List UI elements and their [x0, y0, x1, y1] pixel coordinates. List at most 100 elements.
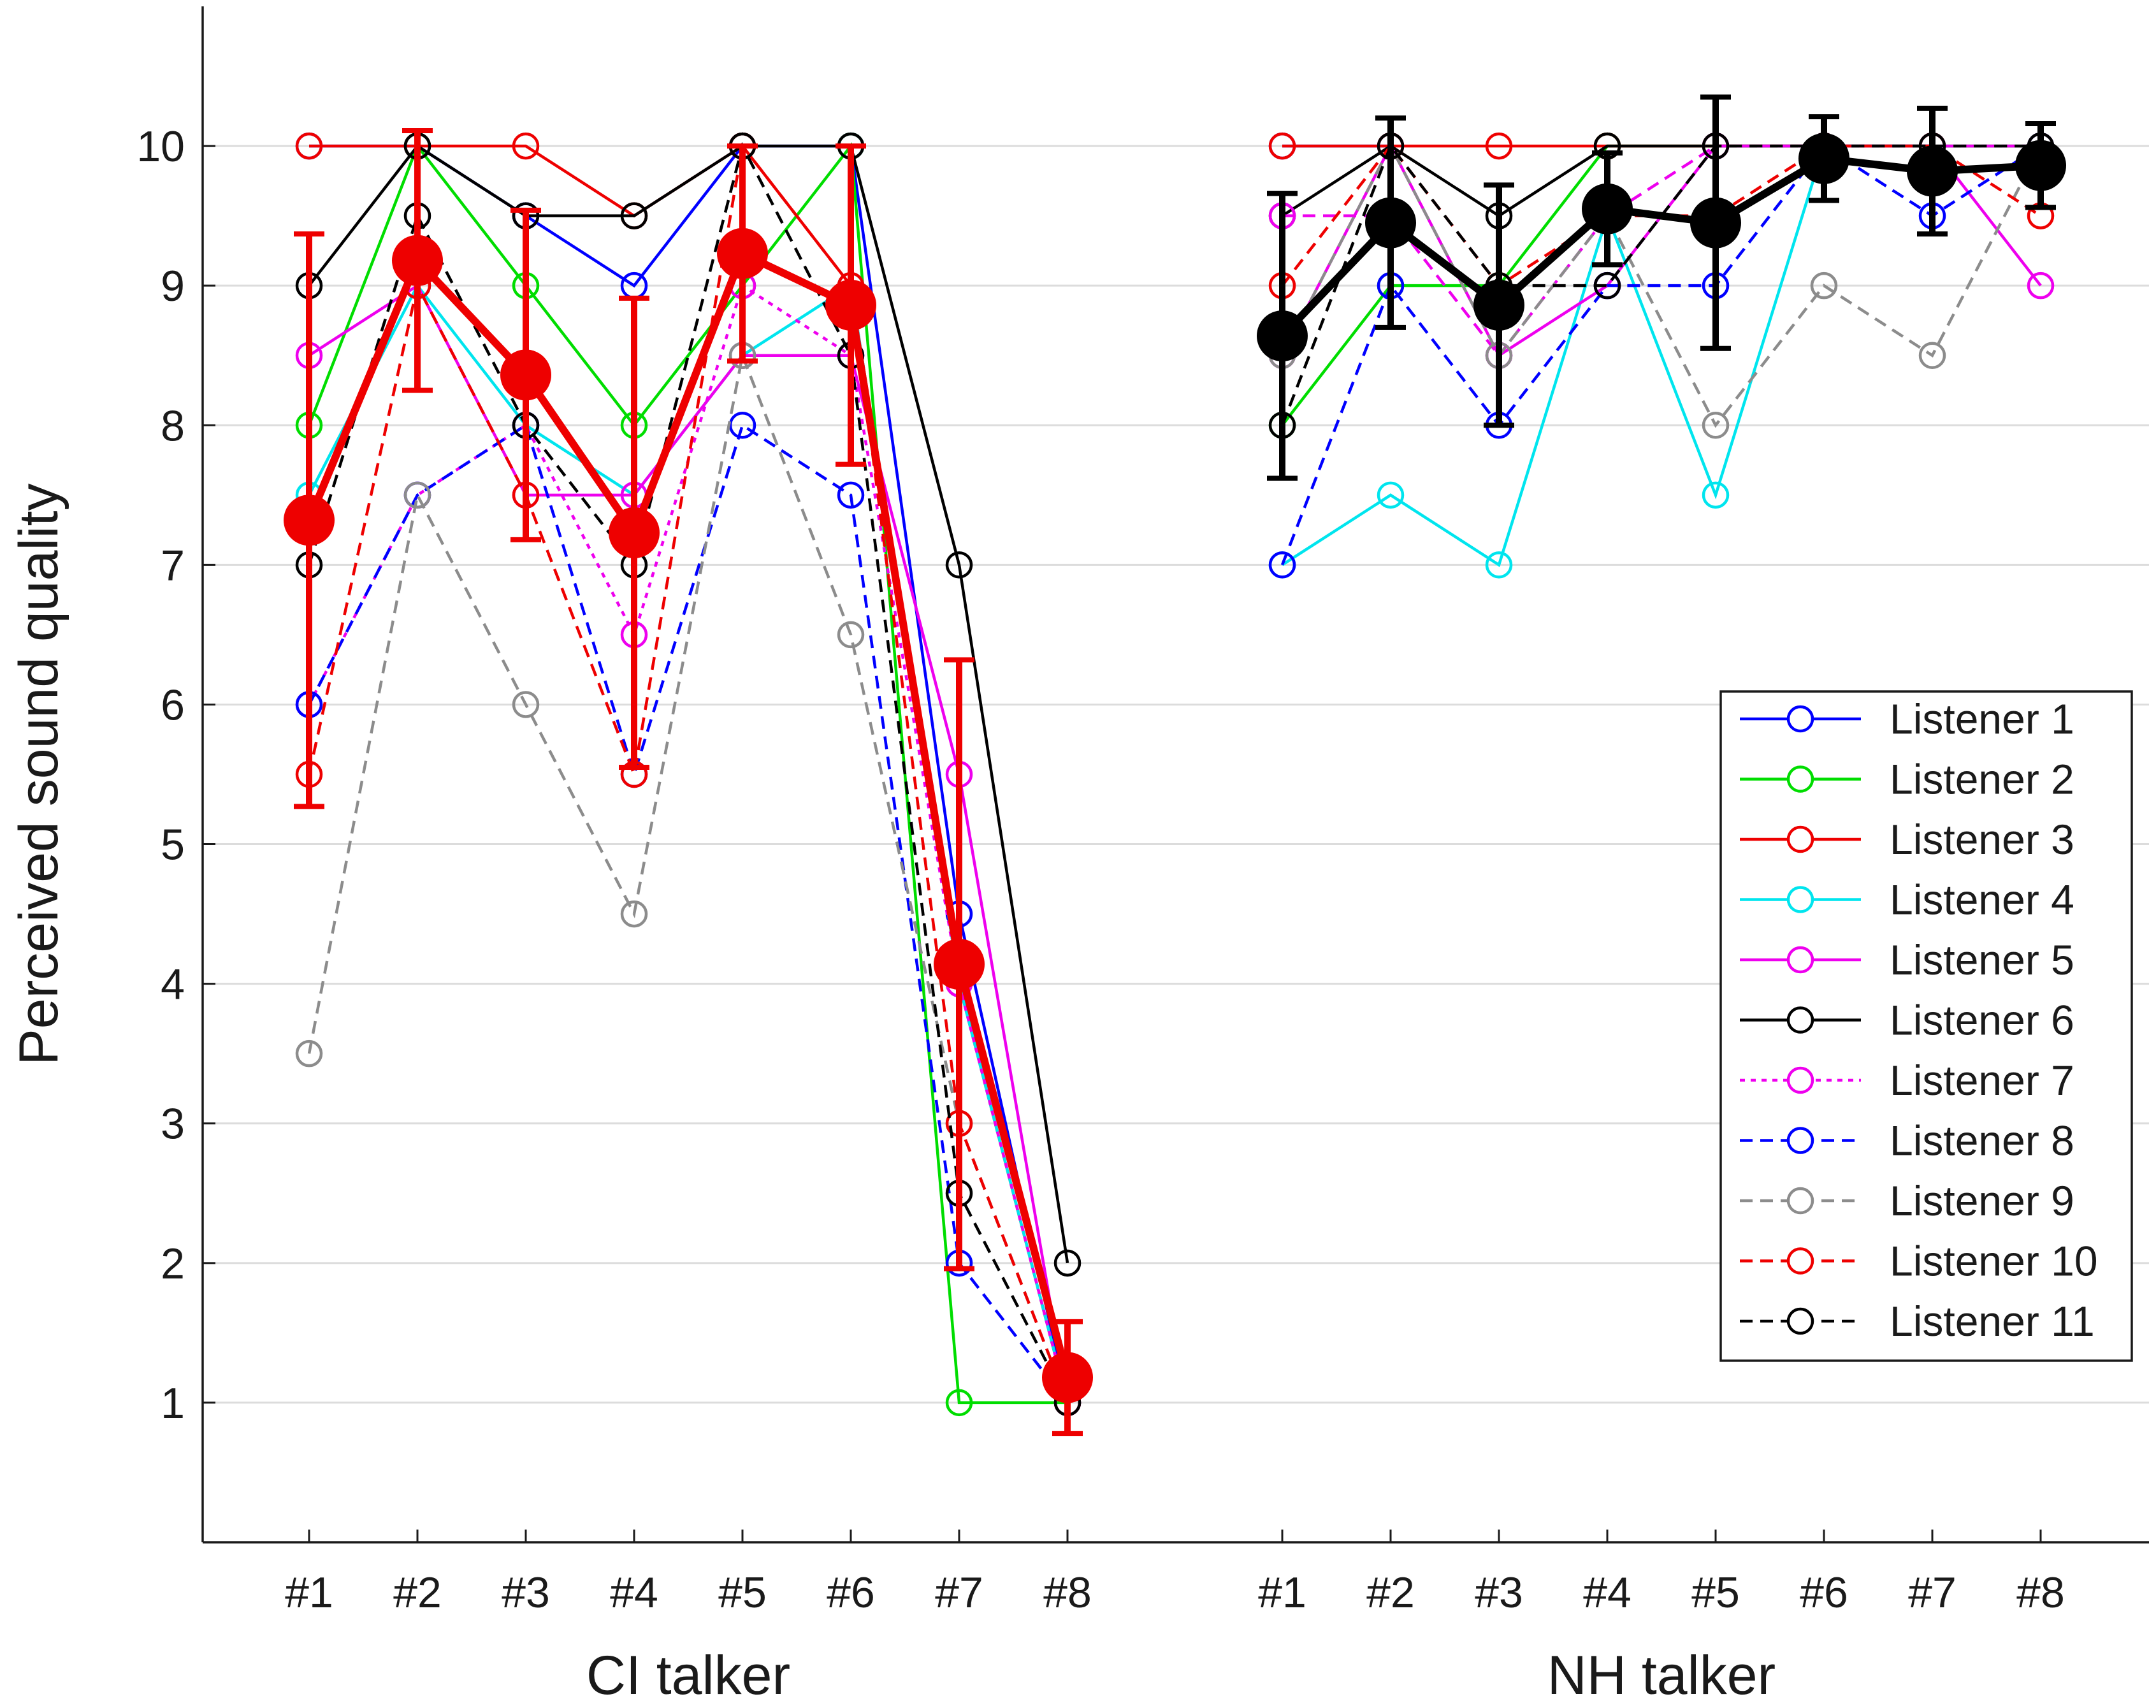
mean-point	[717, 228, 768, 279]
x-axis-title: CI talker	[586, 1645, 790, 1706]
y-tick-label: 3	[161, 1100, 185, 1148]
x-tick-label: #8	[1043, 1568, 1092, 1617]
y-tick-label: 4	[161, 960, 185, 1009]
y-tick-label: 5	[161, 821, 185, 869]
legend-marker	[1786, 1066, 1814, 1094]
series-line	[308, 423, 1069, 1404]
series-line	[1280, 144, 2042, 566]
data-point	[620, 202, 648, 229]
panel-2: #1 #2 #3 #4 #5 #6 #7 #8 NH talker	[1257, 94, 2066, 1706]
data-point	[945, 1389, 973, 1417]
data-point	[1593, 271, 1621, 300]
legend-label: Listener 7	[1890, 1057, 2074, 1104]
data-point	[403, 481, 431, 509]
mean-point	[1473, 279, 1524, 331]
y-tick-label: 7	[161, 541, 185, 590]
x-tick-label: #6	[1800, 1568, 1848, 1617]
data-point	[2027, 271, 2055, 300]
mean-point	[1690, 197, 1741, 249]
data-point	[1268, 551, 1296, 579]
x-tick-label: #2	[1366, 1568, 1415, 1617]
series-line	[1280, 143, 2041, 426]
x-tick-label: #3	[502, 1568, 550, 1617]
mean-point	[934, 938, 985, 990]
series-line	[307, 142, 1067, 1405]
mean-point	[1042, 1352, 1093, 1403]
mean-point	[1365, 197, 1416, 249]
legend-label: Listener 10	[1890, 1238, 2098, 1285]
data-point	[620, 900, 648, 928]
legend-marker	[1786, 765, 1814, 793]
series-line	[307, 142, 1069, 1403]
data-point	[295, 1039, 323, 1068]
mean-point	[609, 507, 660, 558]
data-point	[620, 271, 648, 300]
x-tick-label: #8	[2016, 1568, 2065, 1617]
legend-marker	[1786, 825, 1814, 853]
x-tick-label: #5	[718, 1568, 767, 1617]
x-tick-label: #6	[827, 1568, 875, 1617]
mean-point	[392, 235, 443, 286]
x-tick-label: #5	[1691, 1568, 1740, 1617]
mean-point	[500, 349, 551, 401]
data-point	[512, 132, 540, 160]
data-point	[837, 481, 865, 509]
panel-1: #1 #2 #3 #4 #5 #6 #7 #8 CI talker	[284, 127, 1093, 1706]
data-point	[728, 412, 756, 439]
data-point	[1810, 271, 1838, 300]
x-tick-label: #4	[610, 1568, 658, 1617]
mean-point	[825, 279, 876, 331]
data-point	[1377, 481, 1405, 509]
x-tick-label: #2	[393, 1568, 442, 1617]
legend: Listener 1 Listener 2 Listener 3 Listener 4…	[1719, 690, 2133, 1362]
mean-point	[284, 495, 335, 546]
legend-label: Listener 3	[1890, 816, 2074, 863]
series-line	[1281, 143, 2042, 428]
legend-marker	[1786, 1187, 1814, 1215]
legend-marker	[1786, 1247, 1814, 1275]
mean-point	[1907, 145, 1958, 197]
data-point	[1702, 481, 1730, 509]
legend-marker	[1786, 705, 1814, 733]
data-point	[295, 132, 323, 160]
data-point	[1702, 412, 1730, 439]
mean-point	[1582, 183, 1633, 235]
mean-line	[305, 249, 1071, 1379]
mean-point	[2015, 140, 2066, 191]
data-point	[945, 551, 973, 579]
x-tick-label: #7	[1908, 1568, 1957, 1617]
x-tick-label: #7	[935, 1568, 983, 1617]
y-tick-label: 9	[161, 262, 185, 310]
legend-marker	[1786, 1127, 1814, 1154]
legend-label: Listener 8	[1890, 1117, 2074, 1164]
legend-marker	[1786, 1307, 1814, 1335]
data-point	[1053, 1249, 1082, 1277]
y-tick-label: 8	[161, 402, 185, 450]
legend-label: Listener 6	[1890, 997, 2074, 1044]
series-line	[308, 144, 1069, 1264]
mean-series	[1257, 94, 2066, 481]
mean-point	[1257, 310, 1308, 362]
legend-label: Listener 11	[1890, 1298, 2095, 1345]
x-tick-label: #1	[1258, 1568, 1306, 1617]
data-point	[1268, 132, 1296, 160]
legend-label: Listener 4	[1890, 876, 2074, 923]
legend-marker	[1786, 886, 1814, 913]
y-tick-label: 6	[161, 681, 185, 729]
series-line	[307, 350, 1069, 1403]
data-point	[1918, 342, 1946, 369]
x-tick-label: #1	[285, 1568, 333, 1617]
legend-marker	[1786, 1006, 1814, 1034]
legend-label: Listener 9	[1890, 1177, 2074, 1224]
mean-point	[1798, 133, 1849, 184]
y-tick-label: 2	[161, 1240, 185, 1288]
y-axis-title: Perceived sound quality	[8, 483, 69, 1065]
legend-label: Listener 1	[1890, 695, 2074, 742]
x-tick-label: #3	[1475, 1568, 1523, 1617]
x-axis-title: NH talker	[1547, 1645, 1776, 1706]
y-tick-label: 1	[161, 1379, 185, 1428]
mean-series	[284, 127, 1093, 1437]
legend-marker	[1786, 946, 1814, 974]
series-line	[307, 141, 1069, 1403]
